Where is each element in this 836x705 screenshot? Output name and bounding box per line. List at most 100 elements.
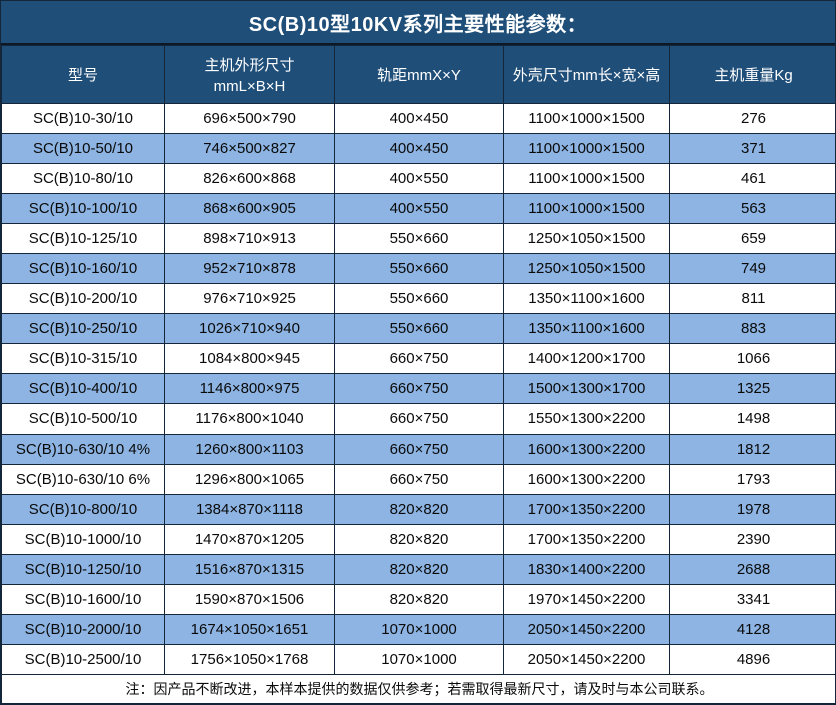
table-row: SC(B)10-100/10 868×600×905 400×550 1100×100… — [1, 193, 835, 225]
table-cell: 550×660 — [334, 223, 504, 255]
table-cell: 1700×1350×2200 — [503, 523, 670, 555]
table-row: SC(B)10-500/10 1176×800×1040 660×750 1550×1… — [1, 403, 835, 435]
column-header-enclosure-dimensions: 外壳尺寸mm长×宽×高 — [503, 45, 670, 104]
table-cell: 3341 — [669, 583, 835, 615]
table-header-row: 型号 主机外形尺寸 mmL×B×H 轨距mmX×Y 外壳尺寸mm长×宽×高 主机… — [1, 45, 835, 104]
table-cell: SC(B)10-250/10 — [1, 313, 165, 345]
table-cell: 868×600×905 — [164, 193, 335, 225]
table-cell: 749 — [669, 253, 835, 285]
table-cell: 976×710×925 — [164, 283, 335, 315]
table-cell: 1350×1100×1600 — [503, 283, 670, 315]
table-cell: 1470×870×1205 — [164, 523, 335, 555]
table-cell: 371 — [669, 133, 835, 165]
table-cell: 2390 — [669, 523, 835, 555]
table-cell: 1250×1050×1500 — [503, 223, 670, 255]
table-cell: 820×820 — [334, 553, 504, 585]
table-cell: 2688 — [669, 553, 835, 585]
table-cell: 1384×870×1118 — [164, 493, 335, 525]
table-cell: 400×450 — [334, 102, 504, 135]
table-cell: 1812 — [669, 433, 835, 465]
table-row: SC(B)10-160/10 952×710×878 550×660 1250×105… — [1, 253, 835, 285]
note-text: 注：因产品不断改进，本样本提供的数据仅供参考；若需取得最新尺寸，请及时与本公司联… — [1, 674, 835, 704]
table-cell: SC(B)10-315/10 — [1, 343, 165, 375]
column-header-model: 型号 — [1, 45, 165, 104]
table-cell: 898×710×913 — [164, 223, 335, 255]
table-row: SC(B)10-2500/10 1756×1050×1768 1070×1000 20… — [1, 643, 835, 676]
table-cell: 1516×870×1315 — [164, 553, 335, 585]
table-row: SC(B)10-315/10 1084×800×945 660×750 1400×12… — [1, 343, 835, 375]
table-row: SC(B)10-800/10 1384×870×1118 820×820 1700×1… — [1, 493, 835, 525]
table-cell: SC(B)10-2500/10 — [1, 643, 165, 676]
table-cell: SC(B)10-400/10 — [1, 373, 165, 405]
table-cell: 660×750 — [334, 463, 504, 495]
table-cell: 1830×1400×2200 — [503, 553, 670, 585]
table-cell: 1066 — [669, 343, 835, 375]
table-cell: 820×820 — [334, 493, 504, 525]
page-title: SC(B)10型10KV系列主要性能参数： — [1, 1, 835, 45]
table-cell: SC(B)10-30/10 — [1, 102, 165, 135]
table-cell: 1600×1300×2200 — [503, 433, 670, 465]
table-cell: 550×660 — [334, 313, 504, 345]
table-row: SC(B)10-250/10 1026×710×940 550×660 1350×11… — [1, 313, 835, 345]
table-cell: 461 — [669, 163, 835, 195]
table-cell: 660×750 — [334, 343, 504, 375]
table-cell: 1350×1100×1600 — [503, 313, 670, 345]
table-cell: SC(B)10-50/10 — [1, 133, 165, 165]
table-cell: 811 — [669, 283, 835, 315]
table-cell: 1026×710×940 — [164, 313, 335, 345]
table-cell: 4128 — [669, 613, 835, 645]
table-cell: 1590×870×1506 — [164, 583, 335, 615]
table-row: SC(B)10-80/10 826×600×868 400×550 1100×1000… — [1, 163, 835, 195]
table-row: SC(B)10-50/10 746×500×827 400×450 1100×1000… — [1, 133, 835, 165]
table-cell: SC(B)10-800/10 — [1, 493, 165, 525]
table-cell: 696×500×790 — [164, 102, 335, 135]
table-cell: 1100×1000×1500 — [503, 133, 670, 165]
table-row: SC(B)10-1000/10 1470×870×1205 820×820 1700×… — [1, 523, 835, 555]
table-cell: SC(B)10-100/10 — [1, 193, 165, 225]
table-cell: SC(B)10-80/10 — [1, 163, 165, 195]
table-cell: 1250×1050×1500 — [503, 253, 670, 285]
table-cell: 550×660 — [334, 253, 504, 285]
table-cell: 4896 — [669, 643, 835, 676]
table-cell: 1100×1000×1500 — [503, 163, 670, 195]
table-cell: 1978 — [669, 493, 835, 525]
table-cell: SC(B)10-160/10 — [1, 253, 165, 285]
table-cell: 1176×800×1040 — [164, 403, 335, 435]
table-cell: 1600×1300×2200 — [503, 463, 670, 495]
table-cell: 820×820 — [334, 583, 504, 615]
table-cell: 883 — [669, 313, 835, 345]
table-cell: 400×550 — [334, 193, 504, 225]
table-cell: SC(B)10-200/10 — [1, 283, 165, 315]
table-cell: SC(B)10-630/10 6% — [1, 463, 165, 495]
table-cell: 660×750 — [334, 433, 504, 465]
table-row: SC(B)10-1600/10 1590×870×1506 820×820 1970×… — [1, 583, 835, 615]
table-cell: 1550×1300×2200 — [503, 403, 670, 435]
note-row: 注：因产品不断改进，本样本提供的数据仅供参考；若需取得最新尺寸，请及时与本公司联… — [1, 674, 835, 704]
table-cell: 1296×800×1065 — [164, 463, 335, 495]
table-cell: 1084×800×945 — [164, 343, 335, 375]
table-cell: SC(B)10-500/10 — [1, 403, 165, 435]
table-cell: 550×660 — [334, 283, 504, 315]
table-cell: 1070×1000 — [334, 613, 504, 645]
table-cell: 1325 — [669, 373, 835, 405]
table-cell: 1970×1450×2200 — [503, 583, 670, 615]
table-row: SC(B)10-630/10 4% 1260×800×1103 660×750 160… — [1, 433, 835, 465]
table-cell: 563 — [669, 193, 835, 225]
table-cell: SC(B)10-1600/10 — [1, 583, 165, 615]
column-header-rail-gauge: 轨距mmX×Y — [334, 45, 504, 104]
column-header-weight: 主机重量Kg — [669, 45, 835, 104]
table-cell: 820×820 — [334, 523, 504, 555]
table-cell: 400×550 — [334, 163, 504, 195]
table-cell: 1260×800×1103 — [164, 433, 335, 465]
table-cell: 1100×1000×1500 — [503, 102, 670, 135]
table-cell: 2050×1450×2200 — [503, 613, 670, 645]
table-cell: 1500×1300×1700 — [503, 373, 670, 405]
table-cell: 1498 — [669, 403, 835, 435]
table-row: SC(B)10-2000/10 1674×1050×1651 1070×1000 20… — [1, 613, 835, 645]
table-cell: 1793 — [669, 463, 835, 495]
table-cell: 952×710×878 — [164, 253, 335, 285]
table-cell: 1756×1050×1768 — [164, 643, 335, 676]
spec-table: 型号 主机外形尺寸 mmL×B×H 轨距mmX×Y 外壳尺寸mm长×宽×高 主机… — [1, 45, 835, 704]
table-cell: 1100×1000×1500 — [503, 193, 670, 225]
